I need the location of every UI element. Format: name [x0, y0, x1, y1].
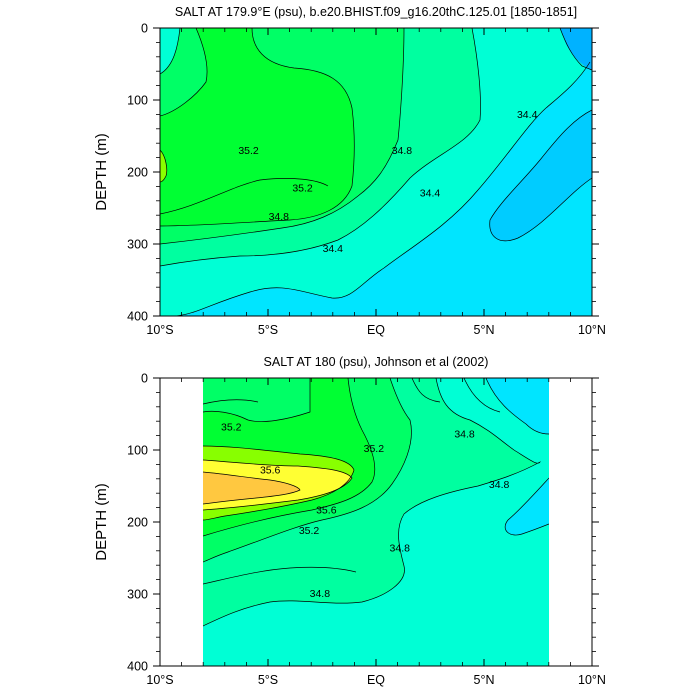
contour-line — [175, 61, 591, 316]
y-tick-label: 0 — [141, 22, 148, 36]
contour-label: 34.8 — [269, 211, 290, 223]
contour-line — [485, 378, 549, 435]
contour-line — [203, 378, 412, 563]
y-tick-label: 200 — [127, 516, 148, 530]
contour-label: 35.6 — [316, 504, 337, 516]
x-tick-label: 10°S — [146, 673, 173, 687]
contour-line — [411, 378, 441, 403]
contour-line — [463, 378, 501, 413]
y-tick-label: 400 — [127, 310, 148, 324]
contour-label: 34.8 — [392, 145, 413, 157]
contour-line — [203, 566, 357, 585]
fill-34-4 — [486, 378, 549, 434]
x-tick-label: 10°N — [578, 673, 606, 687]
y-tick-label: 0 — [141, 372, 148, 386]
fill-34-2 — [560, 28, 592, 70]
y-tick-label: 100 — [127, 94, 148, 108]
panel-title: SALT AT 180 (psu), Johnson et al (2002) — [264, 355, 489, 369]
x-tick-label: 10°N — [578, 323, 606, 337]
contour-line — [160, 28, 355, 227]
contour-line — [160, 28, 208, 117]
contour-line — [203, 378, 376, 537]
fill-35-8 — [203, 472, 300, 504]
x-tick-label: EQ — [367, 323, 385, 337]
contour-label: 35.2 — [292, 182, 313, 194]
contour-label: 35.2 — [364, 443, 385, 455]
contour-lines — [203, 378, 549, 627]
contour-labels: 35.2 35.2 34.8 34.4 34.8 34.4 34.4 — [238, 109, 538, 255]
fill-35-2 — [160, 28, 355, 226]
contour-line — [203, 378, 541, 627]
contour-line — [160, 28, 481, 267]
contour-label: 34.4 — [420, 187, 441, 199]
contour-line — [504, 477, 549, 536]
contour-label: 34.8 — [310, 588, 331, 600]
contour-line — [160, 28, 181, 75]
y-tick-label: 200 — [127, 166, 148, 180]
contour-line — [203, 459, 353, 511]
contour-line — [160, 178, 329, 215]
contour-line — [203, 378, 311, 422]
fill-35-4 — [160, 150, 167, 182]
contour-label: 34.8 — [390, 542, 411, 554]
x-tick-label: 5°N — [474, 673, 495, 687]
model-panel: SALT AT 179.9°E (psu), b.e20.BHIST.f09_g… — [93, 5, 606, 337]
y-tick-label: 300 — [127, 588, 148, 602]
x-tick-label: 5°N — [474, 323, 495, 337]
contour-fill — [160, 28, 592, 316]
axis-ticks: 10°S 5°S EQ 5°N 10°N 0 100 200 300 400 — [127, 22, 606, 338]
contour-label: 35.2 — [299, 525, 320, 537]
contour-label: 34.8 — [489, 479, 510, 491]
y-tick-label: 100 — [127, 444, 148, 458]
fill-34-3 — [489, 28, 592, 241]
contour-line — [203, 471, 301, 505]
y-axis-label: DEPTH (m) — [93, 133, 110, 211]
y-axis-label: DEPTH (m) — [93, 483, 110, 561]
x-tick-label: 10°S — [146, 323, 173, 337]
y-tick-label: 300 — [127, 238, 148, 252]
contour-label: 34.4 — [517, 109, 538, 121]
fill-34-4-low — [505, 478, 549, 536]
contour-label: 35.2 — [221, 421, 242, 433]
contour-label: 34.4 — [323, 243, 344, 255]
panel-title: SALT AT 179.9°E (psu), b.e20.BHIST.f09_g… — [175, 5, 577, 19]
contour-labels: 35.2 35.6 35.2 35.6 35.2 34.8 34.8 34.8 34.8 — [221, 421, 510, 600]
y-tick-label: 400 — [127, 660, 148, 674]
axis-ticks: 10°S 5°S EQ 5°N 10°N 0 100 200 300 400 — [127, 372, 606, 688]
x-tick-label: 5°S — [258, 323, 278, 337]
contour-label: 35.2 — [238, 145, 259, 157]
contour-line — [559, 28, 592, 71]
contour-lines — [160, 28, 592, 316]
fill-34-6-strip — [160, 28, 180, 74]
observation-panel: SALT AT 180 (psu), Johnson et al (2002) — [93, 355, 606, 687]
contour-line — [489, 109, 592, 242]
contour-label: 35.6 — [260, 465, 281, 477]
contour-line — [203, 399, 259, 405]
contour-line — [160, 149, 168, 183]
contour-line — [160, 28, 405, 245]
contour-label: 34.8 — [454, 429, 475, 441]
x-tick-label: 5°S — [258, 673, 278, 687]
x-tick-label: EQ — [367, 673, 385, 687]
